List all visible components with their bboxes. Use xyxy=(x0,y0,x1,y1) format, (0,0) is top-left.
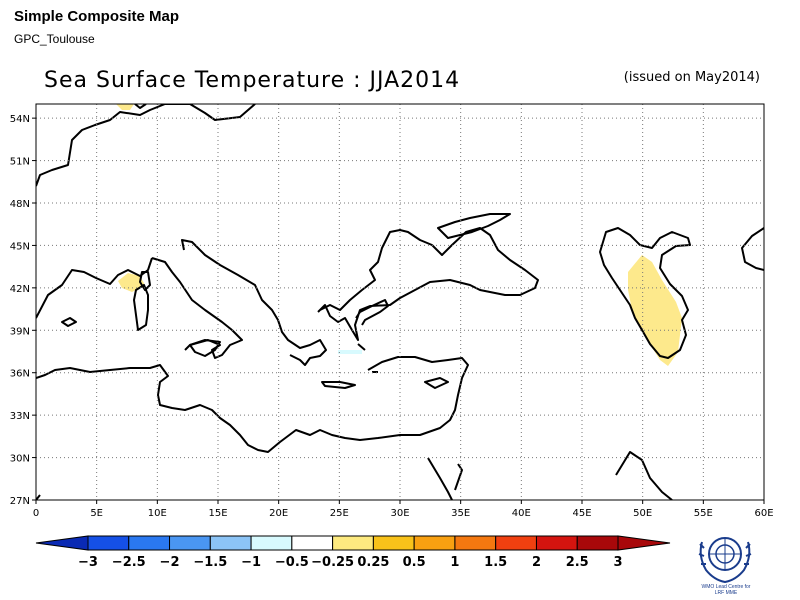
y-axis: 54N 51N 48N 45N 42N 39N 36N 33N 30N 27N xyxy=(10,114,36,507)
anomaly-patch-caspian xyxy=(628,255,682,366)
graticule xyxy=(36,104,764,500)
coast-east-edge xyxy=(741,227,764,271)
coast-crimea-azov xyxy=(437,213,511,239)
coast-sardinia xyxy=(133,284,149,331)
y-tick-label: 54N xyxy=(10,114,30,125)
colorbar-bin xyxy=(576,535,619,551)
anomaly-layer xyxy=(116,104,682,366)
colorbar-label: 2 xyxy=(532,555,541,570)
coastlines xyxy=(36,104,764,500)
y-tick-label: 30N xyxy=(10,454,30,465)
colorbar-label: −3 xyxy=(78,555,98,570)
wmo-logo-text-line1: WMO Lead Centre for xyxy=(701,584,751,590)
y-tick-label: 33N xyxy=(10,411,30,422)
y-tick-label: 36N xyxy=(10,369,30,380)
x-tick-label: 0 xyxy=(33,508,39,519)
colorbar-bin xyxy=(454,535,497,551)
x-tick-label: 60E xyxy=(754,508,773,519)
x-tick-label: 25E xyxy=(330,508,349,519)
colorbar-label: −2 xyxy=(160,555,180,570)
x-tick-label: 5E xyxy=(90,508,103,519)
anomaly-patch-ligurian xyxy=(118,273,145,292)
colorbar-arrow-right xyxy=(617,535,671,551)
colorbar-label: 0.5 xyxy=(403,555,426,570)
colorbar-label: −1 xyxy=(241,555,261,570)
colorbar-bin xyxy=(169,535,211,551)
coast-crete xyxy=(321,381,356,389)
x-tick-label: 10E xyxy=(148,508,167,519)
colorbar-bin xyxy=(535,535,578,551)
colorbar-bin xyxy=(209,535,252,551)
x-tick-label: 55E xyxy=(694,508,713,519)
x-tick-label: 15E xyxy=(208,508,227,519)
colorbar-bin xyxy=(332,535,374,551)
colorbar-label: 3 xyxy=(613,555,622,570)
colorbar-label: −0.25 xyxy=(311,555,354,570)
colorbar-bin xyxy=(87,535,130,551)
y-tick-label: 39N xyxy=(10,326,30,337)
colorbar-label: −1.5 xyxy=(193,555,227,570)
coast-east-med-levant xyxy=(36,343,469,453)
x-tick-label: 50E xyxy=(633,508,652,519)
issued-date: (issued on May2014) xyxy=(623,70,760,85)
colorbar-arrow-left xyxy=(35,535,89,551)
colorbar-bin xyxy=(291,535,334,551)
coast-italy-adriatic xyxy=(151,239,327,366)
colorbar-label: 2.5 xyxy=(566,555,589,570)
wmo-emblem-icon xyxy=(698,537,752,584)
y-tick-label: 51N xyxy=(10,157,30,168)
colorbar-bin xyxy=(128,535,171,551)
anomaly-patch-aegean xyxy=(338,350,362,354)
x-tick-label: 30E xyxy=(390,508,409,519)
colorbar-label: 0.25 xyxy=(357,555,389,570)
x-tick-label: 40E xyxy=(512,508,531,519)
colorbar-bin xyxy=(250,535,293,551)
anomaly-patch-north xyxy=(116,104,134,110)
colorbar-label: 1.5 xyxy=(484,555,507,570)
coast-corsica xyxy=(139,271,151,291)
map-title: Sea Surface Temperature : JJA2014 xyxy=(44,68,461,93)
colorbar-bin xyxy=(495,535,537,551)
coast-scandinavia xyxy=(134,104,147,109)
colorbar-label: −0.5 xyxy=(275,555,309,570)
y-tick-label: 42N xyxy=(10,284,30,295)
app-subtitle: GPC_Toulouse xyxy=(14,32,95,46)
coast-cyprus xyxy=(424,377,449,389)
app-title: Simple Composite Map xyxy=(14,8,180,25)
x-tick-label: 20E xyxy=(269,508,288,519)
coast-north-europe xyxy=(36,104,256,187)
y-tick-label: 45N xyxy=(10,241,30,252)
colorbar-bin xyxy=(372,535,415,551)
wmo-logo-text-line2: LRF MME xyxy=(714,590,738,596)
colorbar: −3 −2.5 −2 −1.5 −1 −0.5 −0.25 0.25 0.5 1 1.5 2 2.5 3 xyxy=(35,535,671,570)
coast-balkans-turkey xyxy=(317,227,539,341)
colorbar-label: 1 xyxy=(450,555,459,570)
coast-balearics xyxy=(61,317,77,327)
x-axis: 0 5E 10E 15E 20E 25E 30E 35E 40E 45E 50E 55E 60E xyxy=(33,500,774,519)
colorbar-label: −2.5 xyxy=(112,555,146,570)
y-tick-label: 48N xyxy=(10,199,30,210)
coast-caspian xyxy=(599,227,691,359)
coast-sicily xyxy=(189,339,221,357)
x-tick-label: 45E xyxy=(572,508,591,519)
colorbar-bin xyxy=(413,535,456,551)
y-tick-label: 27N xyxy=(10,496,30,507)
x-tick-label: 35E xyxy=(451,508,470,519)
wmo-logo-text: WMO Lead Centre for LRF MME xyxy=(676,584,776,596)
coast-red-sea-gulf xyxy=(36,451,673,500)
